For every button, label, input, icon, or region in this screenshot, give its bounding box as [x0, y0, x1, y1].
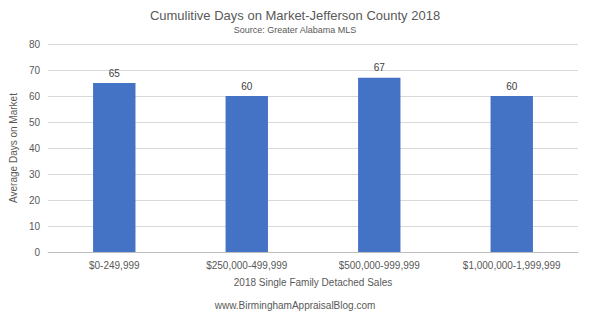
- svg-text:60: 60: [506, 81, 518, 92]
- svg-text:10: 10: [29, 221, 41, 232]
- svg-text:30: 30: [29, 169, 41, 180]
- svg-text:0: 0: [34, 247, 40, 258]
- svg-text:65: 65: [109, 68, 121, 79]
- svg-text:50: 50: [29, 117, 41, 128]
- svg-text:80: 80: [29, 39, 41, 50]
- svg-text:67: 67: [374, 62, 386, 73]
- svg-text:20: 20: [29, 195, 41, 206]
- svg-text:60: 60: [29, 91, 41, 102]
- svg-text:www.BirminghamAppraisalBlog.co: www.BirminghamAppraisalBlog.com: [214, 300, 376, 311]
- svg-text:2018 Single Family Detached Sa: 2018 Single Family Detached Sales: [234, 277, 392, 288]
- svg-text:40: 40: [29, 143, 41, 154]
- svg-text:Source: Greater Alabama MLS: Source: Greater Alabama MLS: [234, 25, 357, 35]
- svg-text:$1,000,000-1,999,999: $1,000,000-1,999,999: [463, 260, 561, 271]
- svg-text:70: 70: [29, 65, 41, 76]
- svg-text:Average Days on Market: Average Days on Market: [8, 93, 19, 203]
- svg-text:Cumulitive Days on Market-Jeff: Cumulitive Days on Market-Jefferson Coun…: [150, 8, 440, 23]
- svg-text:$0-249,999: $0-249,999: [89, 260, 140, 271]
- svg-text:$500,000-999,999: $500,000-999,999: [339, 260, 421, 271]
- svg-text:$250,000-499,999: $250,000-499,999: [206, 260, 288, 271]
- svg-text:60: 60: [241, 81, 253, 92]
